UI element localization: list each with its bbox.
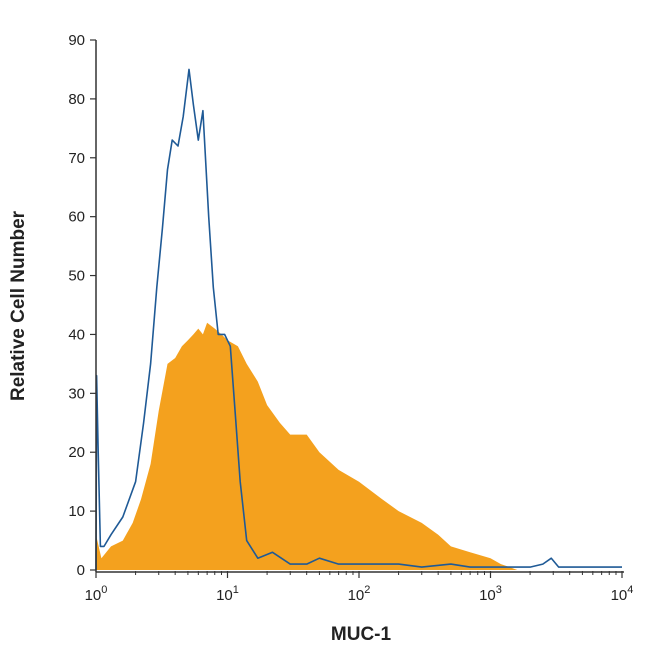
y-tick-label: 80 bbox=[68, 91, 85, 108]
outline-histogram-series bbox=[95, 68, 622, 571]
x-tick-label: 100 bbox=[85, 584, 108, 604]
y-axis-title: Relative Cell Number bbox=[8, 210, 29, 401]
y-tick-label: 0 bbox=[77, 562, 85, 579]
y-tick-label: 60 bbox=[68, 209, 85, 226]
x-axis-title: MUC-1 bbox=[331, 624, 392, 645]
x-tick-label: 101 bbox=[216, 584, 239, 604]
x-tick-label: 102 bbox=[348, 584, 371, 604]
y-tick-label: 70 bbox=[68, 150, 85, 167]
axes bbox=[95, 40, 624, 573]
filled-histogram-series bbox=[96, 322, 518, 570]
x-tick-label: 103 bbox=[479, 584, 502, 604]
x-tick-label: 104 bbox=[611, 584, 634, 604]
x-ticks: 100 101 102 103 104 bbox=[85, 571, 634, 604]
y-tick-label: 90 bbox=[68, 32, 85, 49]
y-ticks: 0 10 20 30 40 50 60 70 80 90 bbox=[68, 32, 96, 579]
y-tick-label: 10 bbox=[68, 503, 85, 520]
y-tick-label: 40 bbox=[68, 326, 85, 343]
plot-area bbox=[95, 68, 622, 571]
y-tick-label: 20 bbox=[68, 444, 85, 461]
y-tick-label: 30 bbox=[68, 385, 85, 402]
y-tick-label: 50 bbox=[68, 268, 85, 285]
